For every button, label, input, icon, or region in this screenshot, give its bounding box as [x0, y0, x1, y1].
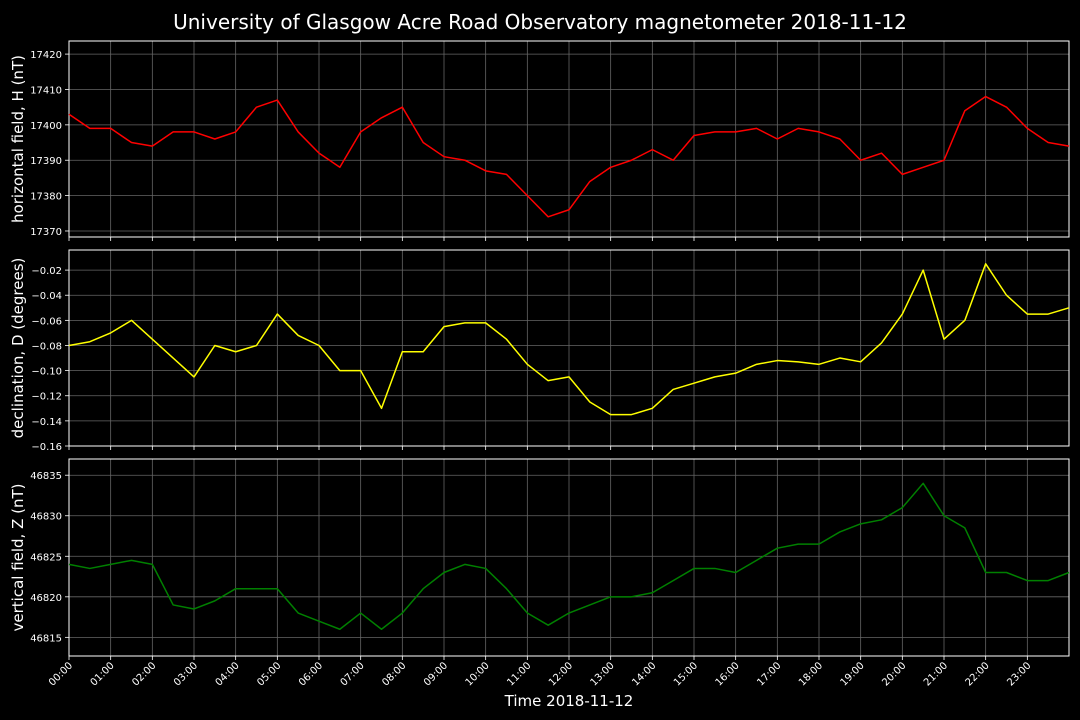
y-tick-label: 17410 [30, 85, 62, 96]
y-tick-label: 46830 [30, 512, 62, 523]
y-axis-label: horizontal field, H (nT) [9, 55, 27, 223]
plot-frame [68, 40, 1070, 238]
y-tick-label: −0.02 [31, 266, 62, 277]
data-line [68, 95, 1070, 218]
y-tick-label: 46825 [30, 552, 62, 563]
y-tick-label: −0.10 [31, 367, 62, 378]
plot-frame [68, 249, 1070, 447]
y-tick-label: −0.06 [31, 316, 62, 327]
y-tick-label: −0.12 [31, 392, 62, 403]
x-axis-label: Time 2018-11-12 [504, 692, 634, 710]
y-tick-label: −0.16 [31, 442, 62, 453]
y-tick-label: −0.14 [31, 417, 62, 428]
y-tick-label: 17380 [30, 192, 62, 203]
y-axis-label: vertical field, Z (nT) [9, 483, 27, 631]
y-tick-label: −0.04 [31, 291, 62, 302]
y-tick-label: 17420 [30, 50, 62, 61]
data-line [68, 263, 1070, 416]
chart-title: University of Glasgow Acre Road Observat… [173, 10, 907, 34]
y-tick-label: 17390 [30, 156, 62, 167]
y-tick-label: 17370 [30, 227, 62, 238]
plot-frame [68, 458, 1070, 657]
data-line [68, 482, 1070, 630]
y-tick-label: 46815 [30, 633, 62, 644]
y-tick-label: 17400 [30, 121, 62, 132]
y-tick-label: −0.08 [31, 341, 62, 352]
y-tick-label: 46820 [30, 593, 62, 604]
y-tick-label: 46835 [30, 471, 62, 482]
y-axis-label: declination, D (degrees) [9, 258, 27, 439]
